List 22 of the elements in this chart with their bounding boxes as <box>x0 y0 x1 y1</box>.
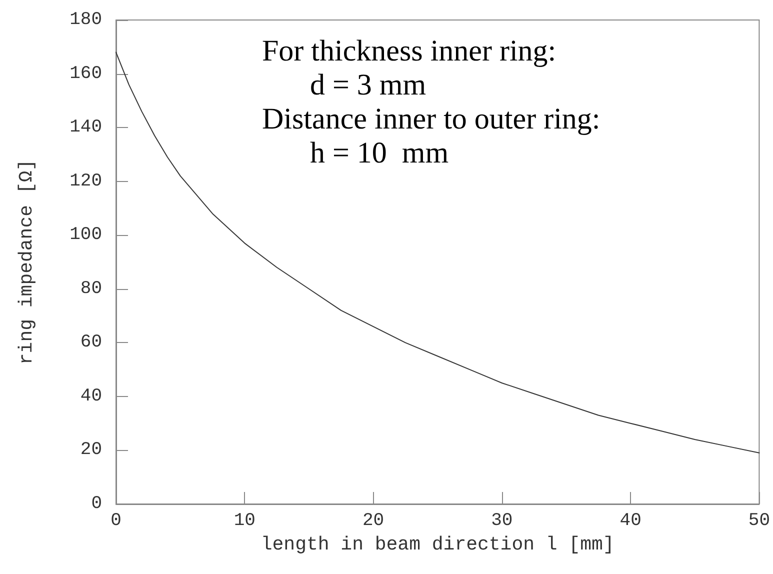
y-tick-label: 0 <box>91 494 102 514</box>
x-tick-label: 20 <box>362 511 384 531</box>
y-tick-label: 40 <box>80 386 102 406</box>
annotation: h = 10 mm <box>310 136 449 170</box>
annotation: d = 3 mm <box>310 68 426 102</box>
y-tick-label: 100 <box>70 225 102 246</box>
annotation: Distance inner to outer ring: <box>262 102 600 136</box>
y-axis-title: ring impedance [Ω] <box>16 159 38 365</box>
y-tick-label: 60 <box>80 332 102 353</box>
x-tick-label: 0 <box>110 511 122 531</box>
y-tick-label: 160 <box>70 64 102 84</box>
x-axis-title: length in beam direction l [mm] <box>260 533 614 556</box>
x-tick-label: 50 <box>748 511 770 531</box>
y-tick-label: 140 <box>70 118 102 138</box>
x-tick-label: 10 <box>234 511 256 531</box>
y-tick-label: 120 <box>70 171 102 192</box>
x-tick-label: 40 <box>620 511 642 531</box>
x-tick-label: 30 <box>491 511 513 531</box>
annotation: For thickness inner ring: <box>262 34 556 68</box>
y-tick-label: 80 <box>80 278 102 299</box>
y-tick-label: 20 <box>80 440 102 460</box>
y-tick-label: 180 <box>70 10 102 30</box>
